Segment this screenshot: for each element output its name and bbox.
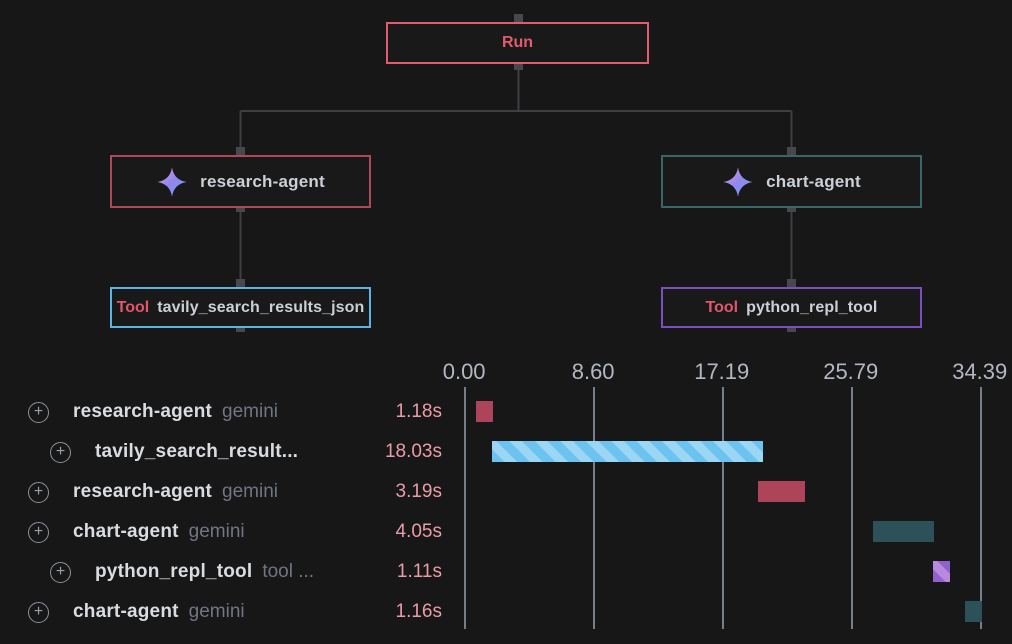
node-research-agent[interactable]: research-agent [110, 155, 371, 208]
span-type: gemini [189, 601, 245, 623]
expand-icon[interactable]: + [28, 402, 49, 423]
node-python-tool[interactable]: Tool python_repl_tool [661, 287, 922, 328]
timeline-row-tavily-tool[interactable]: + tavily_search_result... 18.03s [0, 432, 1012, 472]
node-chart-agent[interactable]: chart-agent [661, 155, 922, 208]
timeline-row-chart-agent-1[interactable]: + chart-agent gemini 4.05s [0, 512, 1012, 552]
span-type: gemini [222, 481, 278, 503]
axis-tick-label: 8.60 [572, 359, 615, 385]
sparkle-icon [722, 166, 754, 198]
expand-icon[interactable]: + [28, 602, 49, 623]
axis-tick-label: 17.19 [694, 359, 749, 385]
sparkle-icon [156, 166, 188, 198]
span-type: gemini [222, 401, 278, 423]
gantt-bar[interactable] [492, 441, 762, 462]
span-name: research-agent [73, 401, 212, 423]
span-name: tavily_search_result... [95, 441, 298, 463]
node-chart-agent-label: chart-agent [766, 172, 861, 192]
node-tavily-tool-label: tavily_search_results_json [157, 299, 364, 317]
span-duration: 1.11s [397, 552, 442, 592]
span-duration: 18.03s [385, 432, 442, 472]
node-python-tool-label: python_repl_tool [746, 299, 877, 317]
gantt-bar[interactable] [758, 481, 806, 502]
node-tavily-tool[interactable]: Tool tavily_search_results_json [110, 287, 371, 328]
timeline-row-research-agent-2[interactable]: + research-agent gemini 3.19s [0, 472, 1012, 512]
node-research-agent-label: research-agent [200, 172, 325, 192]
timeline-row-python-repl-tool[interactable]: + python_repl_tool tool ... 1.11s [0, 552, 1012, 592]
timeline-row-chart-agent-2[interactable]: + chart-agent gemini 1.16s [0, 592, 1012, 632]
span-name: chart-agent [73, 601, 179, 623]
span-duration: 3.19s [396, 472, 442, 512]
expand-icon[interactable]: + [50, 442, 71, 463]
span-type: gemini [189, 521, 245, 543]
expand-icon[interactable]: + [50, 562, 71, 583]
expand-icon[interactable]: + [28, 482, 49, 503]
span-duration: 1.18s [396, 392, 442, 432]
axis-tick-label: 0.00 [443, 359, 486, 385]
gantt-bar[interactable] [933, 561, 950, 582]
timeline-row-research-agent-1[interactable]: + research-agent gemini 1.18s [0, 392, 1012, 432]
node-run-label: Run [502, 34, 533, 52]
axis-tick-label: 25.79 [823, 359, 878, 385]
gantt-bar[interactable] [476, 401, 494, 422]
span-duration: 1.16s [396, 592, 442, 632]
trace-view: Run research-agent chart-agent Tool tavi… [0, 0, 1012, 644]
span-type: tool ... [262, 561, 314, 583]
gantt-bar[interactable] [873, 521, 934, 542]
axis-tick-label: 34.39 [952, 359, 1007, 385]
gantt-bar[interactable] [965, 601, 982, 622]
span-duration: 4.05s [396, 512, 442, 552]
span-name: research-agent [73, 481, 212, 503]
span-name: chart-agent [73, 521, 179, 543]
tool-tag: Tool [117, 299, 150, 317]
expand-icon[interactable]: + [28, 522, 49, 543]
node-run[interactable]: Run [386, 22, 649, 64]
span-name: python_repl_tool [95, 561, 252, 583]
tool-tag: Tool [706, 299, 739, 317]
